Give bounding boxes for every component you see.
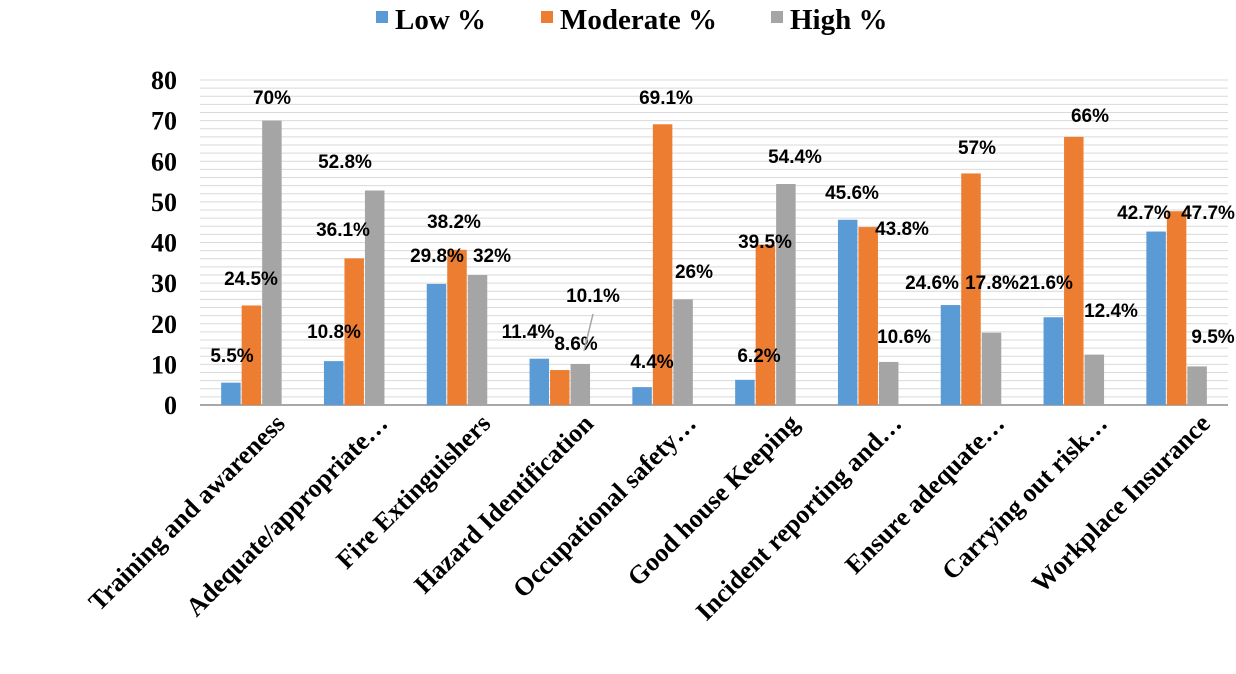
legend-label: High % — [790, 4, 888, 36]
bar-high — [878, 361, 899, 405]
bar-high — [262, 120, 282, 405]
category-label: Adequate/appropriate… — [180, 409, 393, 622]
category-label: Hazard Identification — [408, 408, 599, 599]
legend-label: Low % — [395, 4, 486, 36]
bar-low — [323, 361, 344, 405]
bar-high — [467, 275, 488, 405]
data-label: 4.4% — [630, 352, 673, 373]
y-tick-label: 10 — [151, 350, 177, 379]
category-label: Occupational safety… — [507, 409, 702, 604]
bar-high — [1084, 354, 1105, 405]
bar-moderate — [344, 258, 364, 405]
data-label: 66% — [1071, 106, 1109, 127]
y-tick-label: 70 — [151, 107, 177, 136]
data-label: 9.5% — [1191, 327, 1234, 348]
data-label: 43.8% — [875, 219, 929, 240]
bar-high — [364, 190, 385, 405]
data-label: 38.2% — [427, 212, 481, 233]
bar-moderate — [447, 249, 467, 405]
data-label: 57% — [958, 138, 996, 159]
bar-low — [529, 358, 550, 405]
data-label: 39.5% — [738, 232, 792, 253]
bar-low — [1146, 231, 1166, 405]
data-label: 26% — [675, 262, 713, 283]
data-label: 24.5% — [224, 269, 278, 290]
bar-low — [221, 382, 241, 405]
y-tick-label: 20 — [151, 310, 177, 339]
legend-swatch — [771, 11, 783, 23]
data-label: 70% — [253, 88, 291, 109]
bar-moderate — [858, 227, 878, 405]
bar-high — [673, 299, 693, 405]
category-label: Workplace Insurance — [1026, 409, 1216, 599]
data-label: 54.4% — [768, 147, 822, 168]
category-label: Incident reporting and… — [690, 409, 907, 626]
data-label: 69.1% — [639, 88, 693, 109]
y-tick-label: 60 — [151, 147, 177, 176]
legend-swatch — [541, 11, 553, 23]
data-label: 10.6% — [877, 327, 931, 348]
y-tick-label: 30 — [151, 269, 177, 298]
bar-moderate — [550, 370, 570, 405]
bar-high — [570, 363, 591, 405]
bars — [221, 120, 1207, 405]
bar-low — [940, 305, 961, 405]
data-label: 11.4% — [502, 322, 555, 343]
category-label: Training and awareness — [83, 409, 291, 617]
category-label: Good house Keeping — [622, 409, 805, 592]
bar-low — [632, 387, 652, 405]
y-axis: 0 10 20 30 40 50 60 70 80 — [151, 66, 177, 420]
legend-swatch — [376, 11, 388, 23]
y-tick-label: 40 — [151, 229, 177, 258]
data-label: 10.8% — [307, 322, 361, 343]
data-label: 12.4% — [1084, 301, 1138, 322]
bar-high — [1187, 366, 1207, 405]
bar-high — [981, 332, 1002, 405]
legend: Low % Moderate % High % — [376, 4, 888, 36]
data-label: 52.8% — [318, 152, 372, 173]
bar-moderate — [961, 173, 981, 405]
bar-low — [426, 283, 447, 405]
data-label: 42.7% — [1117, 203, 1171, 224]
y-tick-label: 50 — [151, 188, 177, 217]
data-label: 21.6% — [1019, 273, 1073, 294]
data-label: 8.6% — [554, 334, 597, 355]
data-label: 10.1% — [566, 286, 620, 307]
data-label: 36.1% — [316, 220, 370, 241]
data-label: 29.8% — [410, 246, 464, 267]
bar-moderate — [1166, 211, 1187, 405]
data-label: 45.6% — [825, 183, 879, 204]
bar-high — [776, 184, 796, 405]
y-tick-label: 0 — [164, 391, 177, 420]
bar-moderate — [755, 244, 776, 405]
data-label: 17.8% — [965, 273, 1019, 294]
x-axis: Training and awarenessAdequate/appropria… — [83, 408, 1216, 626]
y-tick-label: 80 — [151, 66, 177, 95]
data-label: 5.5% — [210, 346, 253, 367]
bar-low — [1043, 317, 1064, 405]
data-labels: 5.5% 10.8% 29.8% 11.4% 4.4% 6.2% 45.6% 24.6% 21.… — [210, 88, 1235, 373]
bar-moderate — [241, 305, 262, 405]
data-label: 32% — [473, 246, 511, 267]
leader-line — [583, 313, 594, 352]
legend-label: Moderate % — [560, 4, 717, 36]
data-label: 24.6% — [905, 273, 959, 294]
bar-low — [735, 379, 755, 405]
data-label: 47.7% — [1181, 203, 1235, 224]
bar-moderate — [652, 124, 673, 405]
bar-moderate — [1064, 136, 1084, 405]
bar-low — [837, 219, 858, 405]
data-label: 6.2% — [737, 346, 780, 367]
